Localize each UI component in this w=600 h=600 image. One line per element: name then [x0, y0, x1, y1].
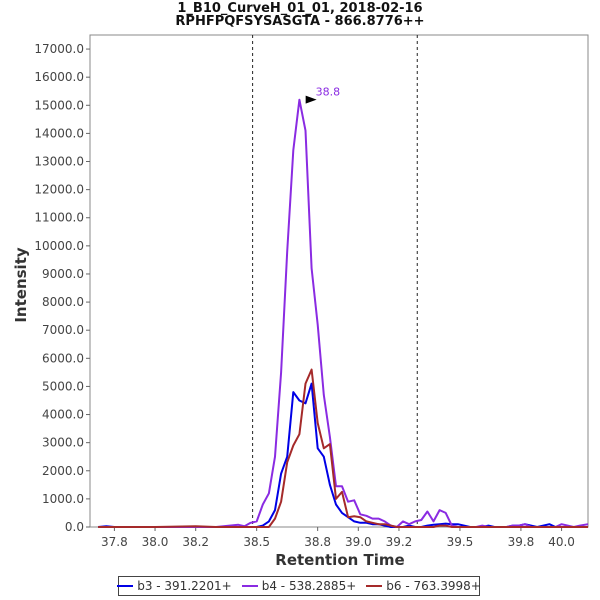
- peak-marker: [305, 95, 317, 104]
- y-tick-label: 0.0: [65, 520, 84, 534]
- legend-swatch: [241, 585, 258, 587]
- y-tick-label: 10000.0: [34, 239, 84, 253]
- y-tick-label: 3000.0: [42, 436, 84, 450]
- x-tick-label: 39.0: [345, 535, 372, 549]
- series-line: [98, 368, 588, 528]
- legend-swatch: [366, 585, 383, 587]
- plot-frame: [89, 34, 589, 528]
- x-tick-label: 37.8: [101, 535, 128, 549]
- y-tick-label: 7000.0: [42, 323, 84, 337]
- x-tick-label: 38.8: [304, 535, 331, 549]
- y-tick-label: 15000.0: [34, 98, 84, 112]
- y-tick-label: 11000.0: [34, 211, 84, 225]
- y-tick-label: 17000.0: [34, 42, 84, 56]
- y-tick-label: 9000.0: [42, 267, 84, 281]
- y-tick-label: 8000.0: [42, 295, 84, 309]
- y-tick-label: 4000.0: [42, 408, 84, 422]
- y-tick-label: 1000.0: [42, 492, 84, 506]
- peak-label: 38.8: [316, 86, 341, 99]
- y-tick-label: 6000.0: [42, 351, 84, 365]
- legend-label: b6 - 763.3998+: [386, 579, 481, 593]
- y-tick-label: 16000.0: [34, 70, 84, 84]
- legend-item: b4 - 538.2885+: [241, 579, 357, 593]
- y-axis-label: Intensity: [12, 247, 30, 323]
- x-tick-label: 38.5: [243, 535, 270, 549]
- legend-label: b3 - 391.2201+: [137, 579, 232, 593]
- y-tick-label: 5000.0: [42, 379, 84, 393]
- legend-swatch: [117, 585, 134, 587]
- y-tick-label: 12000.0: [34, 183, 84, 197]
- chart-title: 1_B10_CurveH_01_01, 2018-02-16: [177, 1, 423, 16]
- x-tick-label: 38.2: [182, 535, 209, 549]
- y-tick-label: 2000.0: [42, 464, 84, 478]
- y-tick-label: 13000.0: [34, 155, 84, 169]
- x-tick-label: 38.0: [142, 535, 169, 549]
- x-tick-label: 39.5: [447, 535, 474, 549]
- legend-item: b6 - 763.3998+: [366, 579, 481, 593]
- x-tick-label: 40.0: [548, 535, 575, 549]
- y-tick-label: 14000.0: [34, 126, 84, 140]
- legend: b3 - 391.2201+ b4 - 538.2885+ b6 - 763.3…: [117, 576, 481, 596]
- x-tick-label: 39.2: [386, 535, 413, 549]
- chart-subtitle: RPHFPQFSYSASGTA - 866.8776++: [175, 14, 425, 29]
- legend-label: b4 - 538.2885+: [261, 579, 357, 593]
- legend-item: b3 - 391.2201+: [117, 579, 232, 593]
- x-tick-label: 39.8: [508, 535, 535, 549]
- x-axis-label: Retention Time: [275, 551, 404, 569]
